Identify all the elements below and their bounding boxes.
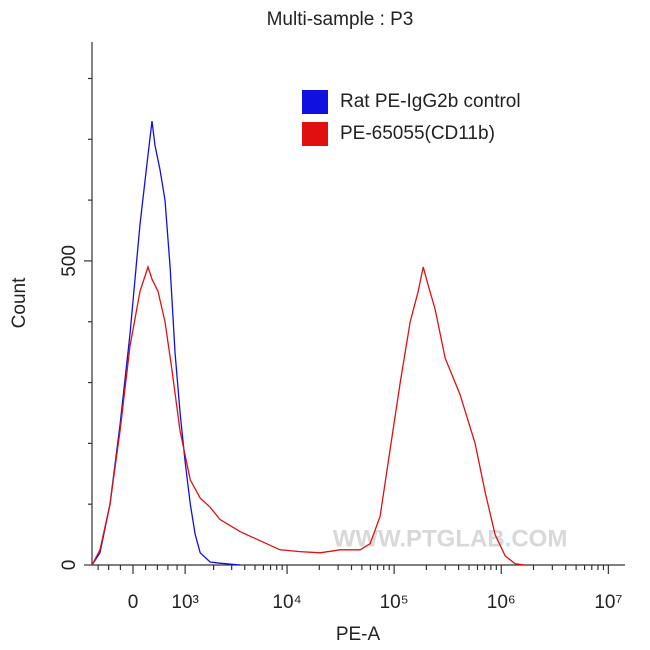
x-tick-label: 10⁵ <box>380 592 409 613</box>
x-axis-label: PE-A <box>336 624 381 645</box>
y-tick-label: 0 <box>59 560 80 571</box>
histogram-line <box>91 264 526 566</box>
legend-swatch <box>302 90 328 114</box>
x-tick-label: 0 <box>128 592 139 613</box>
x-tick-label: 10⁶ <box>487 592 516 613</box>
legend-swatch <box>302 122 328 146</box>
x-tick-label: 10⁷ <box>594 592 622 613</box>
legend-label: Rat PE-IgG2b control <box>340 91 521 112</box>
y-tick-label: 500 <box>59 245 80 277</box>
chart-title: Multi-sample : P3 <box>267 9 414 30</box>
histogram-line <box>91 121 241 566</box>
legend-label: PE-65055(CD11b) <box>340 123 495 144</box>
x-tick-label: 10³ <box>171 592 198 613</box>
x-tick-label: 10⁴ <box>272 592 301 613</box>
watermark: WWW.PTGLAB.COM <box>333 525 568 552</box>
y-axis-label: Count <box>9 277 30 328</box>
